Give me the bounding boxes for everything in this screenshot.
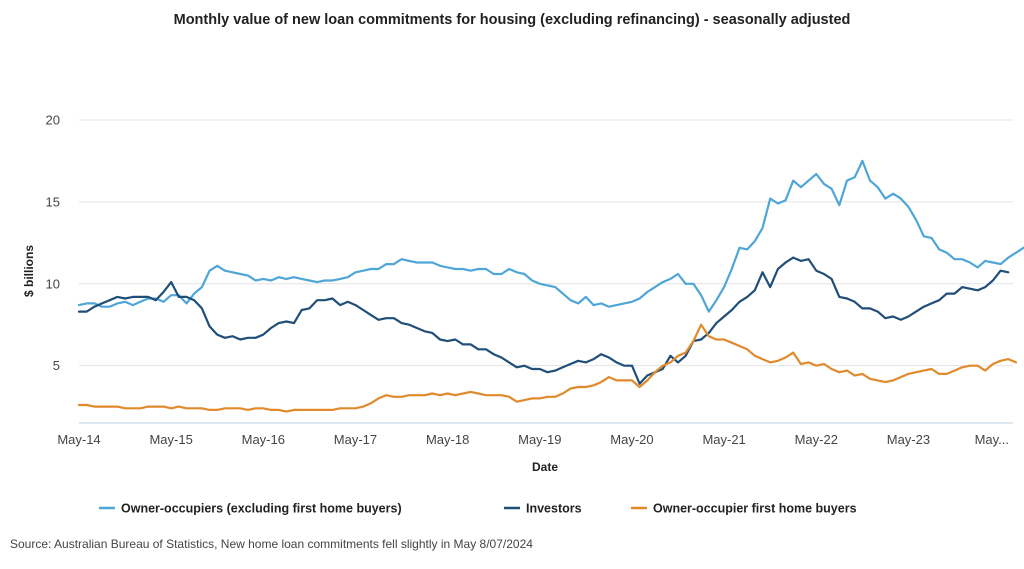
x-tick-label: May-18 xyxy=(426,432,469,447)
series-line-0 xyxy=(77,159,1024,313)
y-tick-label: 10 xyxy=(46,276,60,291)
source-note: Source: Australian Bureau of Statistics,… xyxy=(10,537,533,551)
legend: Owner-occupiers (excluding first home bu… xyxy=(99,502,857,516)
legend-label: Investors xyxy=(526,502,582,516)
legend-label: Owner-occupiers (excluding first home bu… xyxy=(121,502,402,516)
x-tick-label: May-22 xyxy=(795,432,838,447)
gridlines xyxy=(79,119,1013,424)
x-tick-label: May-16 xyxy=(242,432,285,447)
x-tick-label: May-15 xyxy=(149,432,192,447)
series-lines xyxy=(77,159,1024,413)
legend-label: Owner-occupier first home buyers xyxy=(653,502,857,516)
series-line-1 xyxy=(77,256,1010,385)
y-axis-ticks: 5 10 15 20 xyxy=(46,113,60,374)
x-tick-label: May-19 xyxy=(518,432,561,447)
x-tick-label: May-14 xyxy=(57,432,100,447)
x-tick-label: May-17 xyxy=(334,432,377,447)
x-axis-title: Date xyxy=(532,460,558,474)
series-line-2 xyxy=(77,323,1018,413)
y-tick-label: 20 xyxy=(46,113,60,128)
y-tick-label: 5 xyxy=(53,358,60,373)
chart-title: Monthly value of new loan commitments fo… xyxy=(174,12,851,28)
x-tick-label: May... xyxy=(975,432,1009,447)
x-tick-label: May-20 xyxy=(610,432,653,447)
x-axis-ticks: May-14 May-15 May-16 May-17 May-18 May-19 May-… xyxy=(57,432,1009,447)
y-tick-label: 15 xyxy=(46,194,60,209)
x-tick-label: May-21 xyxy=(702,432,745,447)
y-axis-title: $ billions xyxy=(22,245,36,297)
x-tick-label: May-23 xyxy=(887,432,930,447)
